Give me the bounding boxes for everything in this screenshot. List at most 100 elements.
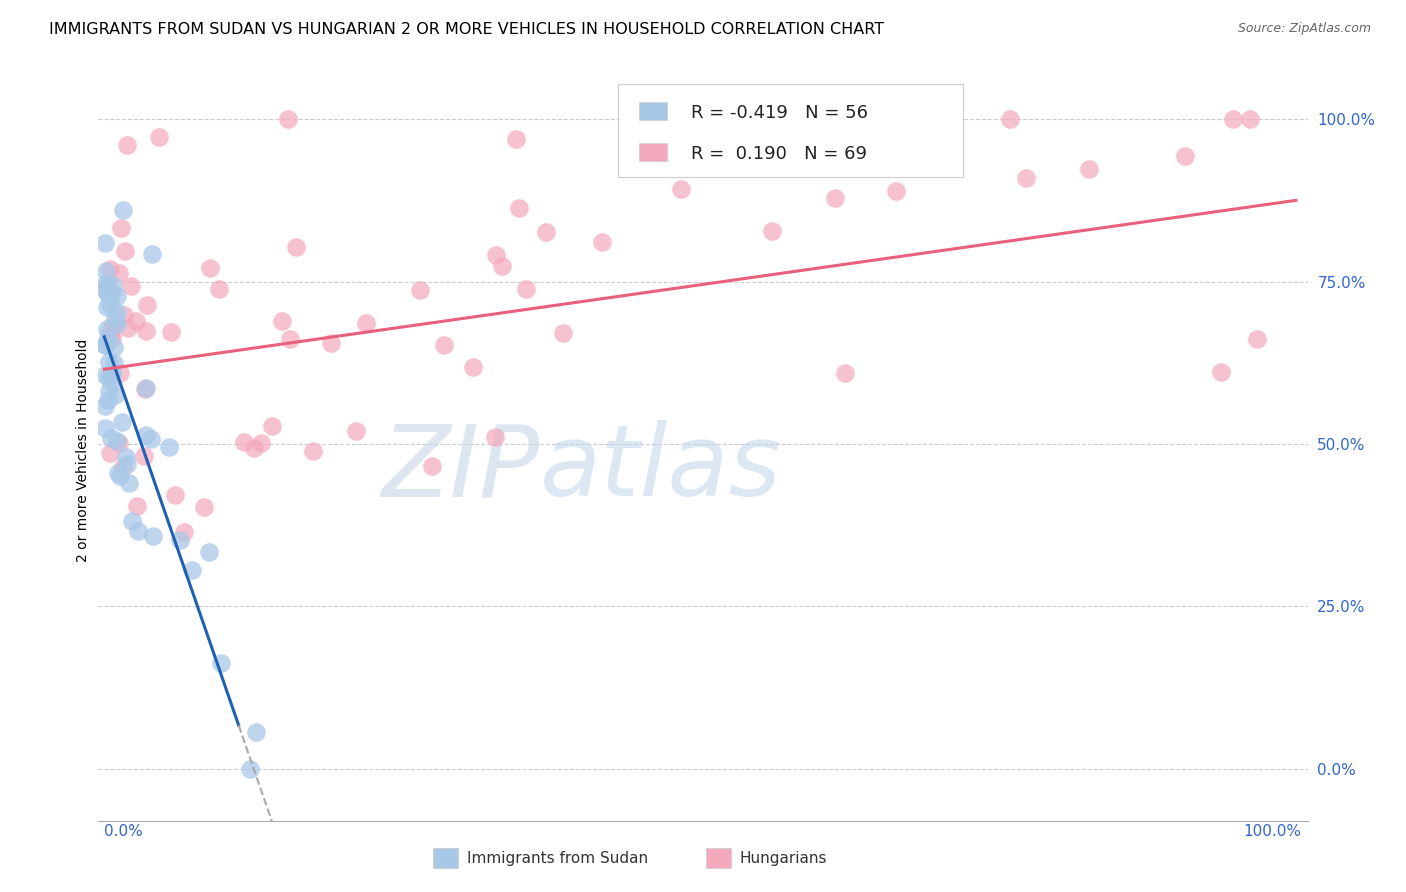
Point [94,399,117,413]
Point [1174,149,1197,163]
Point [142,529,165,543]
Point [94,338,117,352]
Point [249,436,271,450]
Point [344,424,367,438]
Point [125,499,148,513]
Point [108,436,131,450]
Point [134,382,156,396]
Text: IMMIGRANTS FROM SUDAN VS HUNGARIAN 2 OR MORE VEHICLES IN HOUSEHOLD CORRELATION C: IMMIGRANTS FROM SUDAN VS HUNGARIAN 2 OR … [49,22,884,37]
Point [105,304,128,318]
Point [100,331,122,345]
Point [127,524,149,538]
Point [232,435,254,450]
Point [120,278,142,293]
Point [1222,112,1244,127]
Text: Hungarians: Hungarians [740,851,827,865]
Point [104,388,127,402]
Point [239,762,262,776]
Point [100,375,122,389]
Point [515,283,537,297]
Text: 0.0%: 0.0% [104,824,143,838]
Point [117,321,139,335]
Point [824,191,846,205]
Point [148,129,170,144]
Point [96,322,118,336]
Point [277,112,299,127]
Point [245,725,267,739]
Point [409,283,432,297]
Point [209,656,232,670]
Point [884,184,907,198]
Point [96,300,118,314]
Text: Source: ZipAtlas.com: Source: ZipAtlas.com [1237,22,1371,36]
Point [157,440,180,454]
Point [505,132,527,146]
FancyBboxPatch shape [619,84,963,177]
Point [111,202,134,217]
Point [173,524,195,539]
Point [208,282,231,296]
Point [100,327,122,342]
Point [110,221,132,235]
Text: R = -0.419   N = 56: R = -0.419 N = 56 [690,104,868,122]
Point [125,314,148,328]
Point [134,450,156,464]
Point [669,182,692,196]
Point [107,466,129,480]
Point [96,279,118,293]
Point [98,370,121,384]
Point [98,324,121,338]
Point [94,277,117,291]
Point [1211,365,1233,379]
Point [105,434,128,448]
Point [141,247,163,261]
Y-axis label: 2 or more Vehicles in Household: 2 or more Vehicles in Household [76,339,90,562]
Point [103,318,125,332]
Point [169,533,191,547]
Point [96,285,118,299]
Point [94,368,117,382]
Point [591,235,613,249]
Point [135,381,157,395]
Point [463,359,485,374]
Point [94,420,117,434]
Point [485,248,508,262]
Point [94,235,117,250]
Point [136,298,159,312]
Point [165,488,187,502]
Point [534,225,557,239]
Point [96,264,118,278]
Point [1015,170,1038,185]
Point [834,366,856,380]
Point [734,137,756,152]
Point [105,317,128,331]
Point [508,202,530,216]
Point [115,137,138,152]
Point [101,368,124,382]
Point [97,331,120,345]
Point [160,325,183,339]
Point [98,355,121,369]
Point [747,142,769,156]
Point [491,259,513,273]
Point [135,324,157,338]
Point [433,338,456,352]
Point [420,459,443,474]
Point [1078,161,1101,176]
Point [96,280,118,294]
Point [98,286,121,301]
Point [110,468,132,483]
Point [101,277,124,292]
Point [551,326,574,341]
Point [285,240,308,254]
Point [135,428,157,442]
Point [301,444,323,458]
Point [321,336,343,351]
Point [354,316,377,330]
Point [98,298,121,312]
Point [103,340,125,354]
Point [110,415,132,429]
Point [103,356,125,370]
Point [243,442,266,456]
Point [117,457,139,471]
